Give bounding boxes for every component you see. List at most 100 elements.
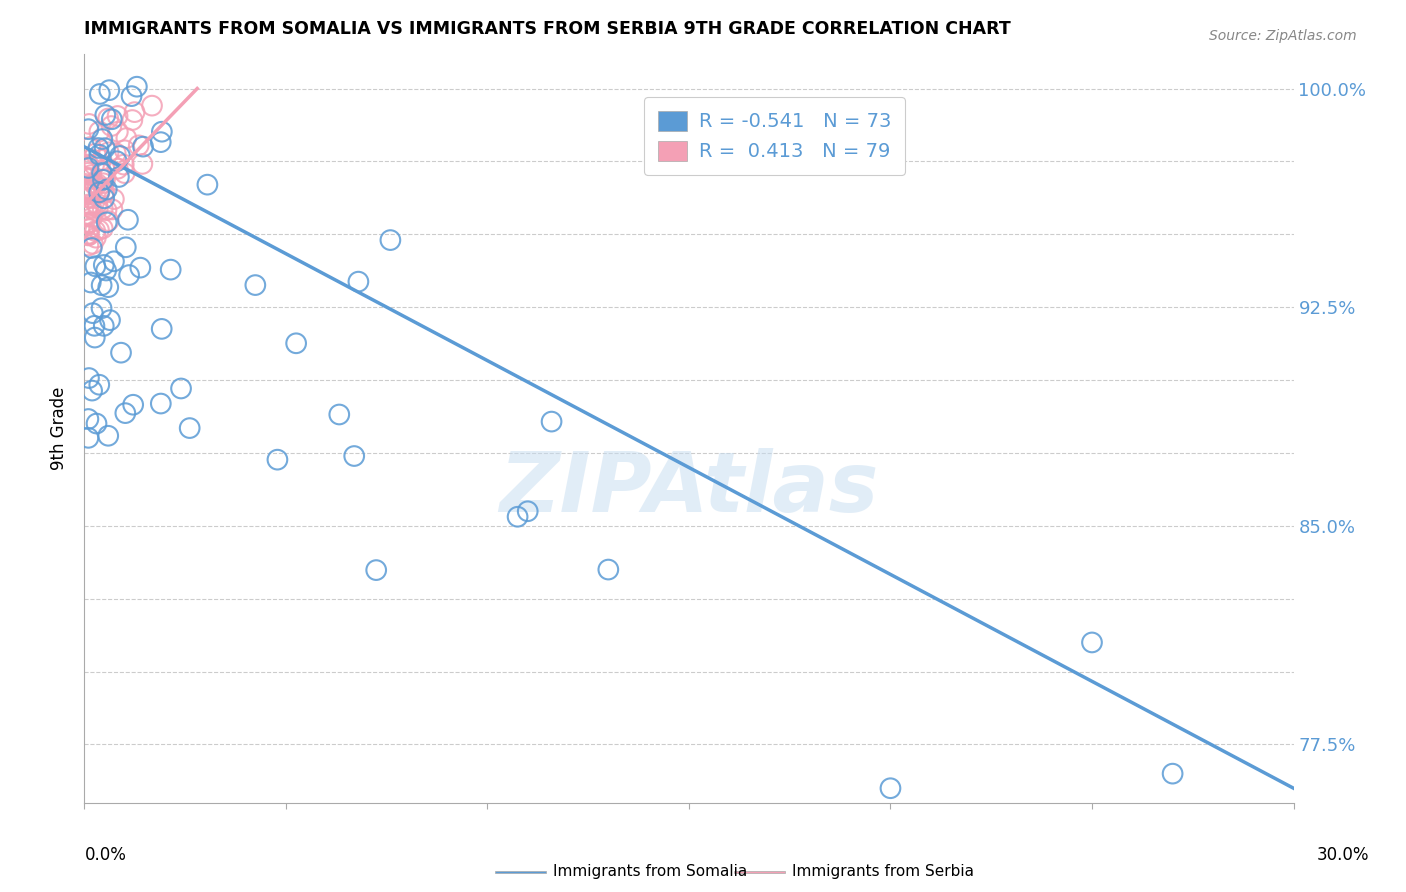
Point [104,146,127,161]
Point [94,172,117,186]
Point [86,177,108,191]
Point [91,173,114,187]
Point [77,197,100,211]
Point [80,211,103,225]
Point [114,166,136,180]
Point [90,166,112,180]
Point [101,202,124,217]
Point [98,313,121,327]
Point [96,182,118,196]
Point [94,108,117,122]
Point [77,117,100,131]
Point [121,89,143,103]
Point [124,105,146,120]
Point [90,301,112,316]
Text: Source: ZipAtlas.com: Source: ZipAtlas.com [1209,29,1357,43]
Point [105,154,128,169]
Y-axis label: 9th Grade: 9th Grade [51,386,69,470]
Point [380,233,402,247]
Point [77,122,100,136]
Point [77,187,100,202]
Point [114,143,136,157]
Point [77,185,100,199]
Point [97,280,120,294]
Point [83,158,105,172]
Point [77,238,100,252]
Point [103,254,125,268]
Point [328,408,350,422]
Point [83,330,105,344]
FancyBboxPatch shape [495,871,546,872]
Point [77,161,100,175]
Point [77,172,100,186]
Point [107,161,129,176]
Point [149,135,172,149]
Text: Immigrants from Serbia: Immigrants from Serbia [792,864,973,880]
Text: ZIPAtlas: ZIPAtlas [499,448,879,529]
Point [79,191,101,205]
Point [77,183,100,197]
Point [94,263,117,277]
Point [89,87,111,101]
Point [114,406,136,420]
Point [89,181,111,195]
Point [77,228,100,243]
Point [179,421,201,435]
Point [77,227,100,242]
Point [97,429,120,443]
Point [141,98,163,112]
Point [93,185,115,199]
Point [87,201,110,215]
Point [79,140,101,154]
Legend: R = -0.541   N = 73, R =  0.413   N = 79: R = -0.541 N = 73, R = 0.413 N = 79 [644,97,904,175]
Point [80,183,103,197]
Point [96,203,118,218]
Point [77,158,100,172]
Point [83,318,105,333]
Point [77,170,100,185]
Point [117,212,139,227]
FancyBboxPatch shape [734,871,785,872]
Point [132,139,155,153]
Point [77,166,100,180]
Point [506,509,529,524]
Point [77,216,100,230]
Point [77,183,100,197]
Point [93,191,115,205]
Text: Immigrants from Somalia: Immigrants from Somalia [553,864,747,880]
Point [77,207,100,221]
Point [91,221,114,235]
Point [879,781,901,796]
Point [84,259,107,273]
Point [245,278,267,293]
Point [93,258,115,272]
Point [159,262,181,277]
Point [77,431,100,445]
Point [150,125,173,139]
Point [86,417,108,431]
Point [86,196,108,211]
Point [149,396,172,410]
Point [1161,766,1184,780]
Point [82,384,104,398]
Point [77,227,100,241]
Text: IMMIGRANTS FROM SOMALIA VS IMMIGRANTS FROM SERBIA 9TH GRADE CORRELATION CHART: IMMIGRANTS FROM SOMALIA VS IMMIGRANTS FR… [84,21,1011,38]
Point [77,160,100,174]
Point [125,79,148,94]
Point [112,158,135,172]
Point [77,217,100,231]
Point [170,382,193,396]
Point [80,202,103,216]
Point [100,112,122,127]
Point [150,322,173,336]
Point [110,345,132,359]
Point [77,186,100,201]
Point [90,153,112,167]
Point [197,178,219,192]
Point [343,449,366,463]
Point [77,190,100,204]
Point [108,169,131,184]
Point [98,83,121,97]
Point [80,241,103,255]
Point [89,125,111,139]
